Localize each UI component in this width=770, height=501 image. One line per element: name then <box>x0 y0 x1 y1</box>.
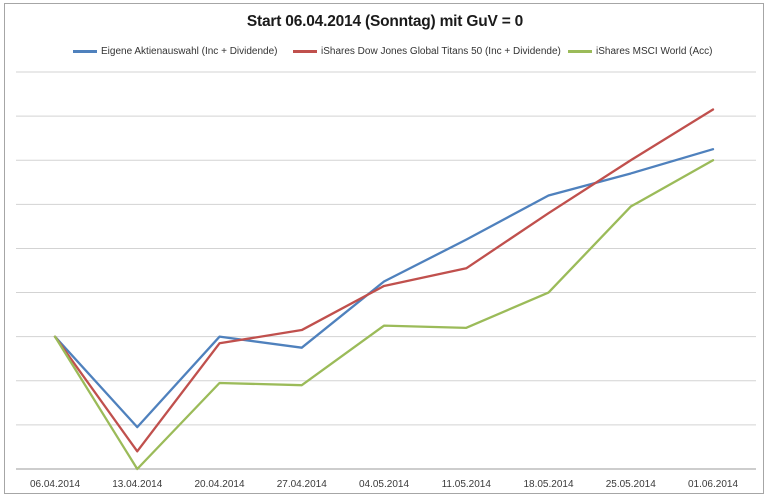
legend-item: iShares MSCI World (Acc) <box>568 45 713 58</box>
x-axis-label: 25.05.2014 <box>606 479 656 490</box>
chart-title: Start 06.04.2014 (Sonntag) mit GuV = 0 <box>246 13 524 30</box>
x-axis-label: 18.05.2014 <box>523 479 573 490</box>
legend-line-swatch <box>568 50 592 53</box>
x-axis-label: 13.04.2014 <box>112 479 162 490</box>
legend-line-swatch <box>293 50 317 53</box>
series-line <box>53 148 715 429</box>
legend-line-swatch <box>73 50 97 53</box>
series-line <box>53 108 715 453</box>
series-line <box>53 159 715 471</box>
x-axis-label: 04.05.2014 <box>359 479 409 490</box>
legend-label: iShares MSCI World (Acc) <box>596 46 713 57</box>
legend-label: Eigene Aktienauswahl (Inc + Dividende) <box>101 46 278 57</box>
x-axis-label: 27.04.2014 <box>277 479 327 490</box>
legend-item: iShares Dow Jones Global Titans 50 (Inc … <box>293 45 561 58</box>
x-axis-label: 06.04.2014 <box>30 479 80 490</box>
legend-label: iShares Dow Jones Global Titans 50 (Inc … <box>321 46 561 57</box>
x-axis-label: 11.05.2014 <box>442 479 492 490</box>
chart-legend: Eigene Aktienauswahl (Inc + Dividende) iS… <box>0 45 770 58</box>
x-axis-label: 01.06.2014 <box>688 479 738 490</box>
x-axis-label: 20.04.2014 <box>194 479 244 490</box>
legend-item: Eigene Aktienauswahl (Inc + Dividende) <box>73 45 278 58</box>
